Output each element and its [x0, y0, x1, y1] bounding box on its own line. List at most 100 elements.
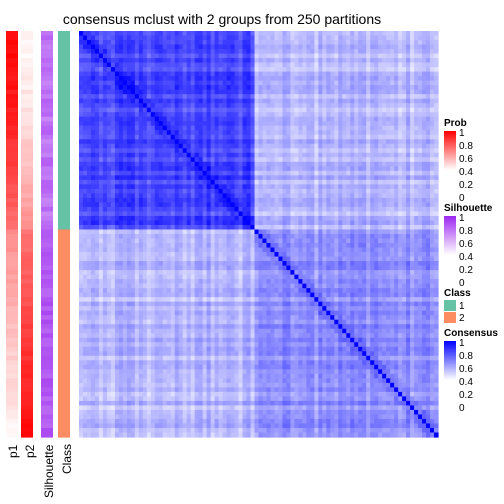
consensus-cell: [406, 197, 411, 204]
p2-cell: [21, 202, 33, 208]
consensus-cell: [270, 229, 276, 235]
consensus-cell: [202, 112, 208, 118]
consensus-cell: [218, 139, 224, 145]
consensus-cell: [314, 139, 319, 145]
consensus-cell: [338, 112, 343, 118]
consensus-cell: [278, 256, 284, 262]
consensus-cell: [274, 166, 280, 172]
consensus-cell: [310, 152, 315, 158]
class-cell: [58, 288, 70, 294]
consensus-cell: [98, 229, 104, 235]
consensus-cell: [178, 215, 184, 222]
consensus-cell: [150, 175, 156, 181]
consensus-cell: [330, 31, 335, 37]
consensus-cell: [290, 188, 295, 194]
class-cell: [58, 396, 70, 402]
consensus-cell: [326, 188, 331, 194]
consensus-cell: [270, 98, 276, 104]
consensus-cell: [82, 157, 88, 163]
consensus-cell: [242, 161, 248, 167]
consensus-cell: [230, 143, 236, 149]
consensus-cell: [226, 80, 232, 86]
consensus-cell: [138, 76, 144, 82]
consensus-cell: [350, 76, 355, 82]
consensus-cell: [158, 238, 164, 244]
consensus-cell: [414, 243, 419, 249]
p2-cell: [21, 247, 33, 253]
consensus-cell: [254, 130, 260, 136]
consensus-cell: [246, 161, 252, 167]
consensus-cell: [378, 166, 383, 172]
consensus-cell: [302, 170, 307, 176]
consensus-cell: [98, 35, 104, 41]
consensus-cell: [218, 252, 224, 258]
consensus-cell: [166, 197, 172, 204]
consensus-cell: [374, 211, 379, 217]
consensus-cell: [170, 256, 176, 262]
consensus-cell: [342, 161, 347, 167]
consensus-cell: [254, 80, 260, 86]
consensus-cell: [310, 161, 315, 167]
consensus-cell: [226, 197, 232, 204]
consensus-cell: [174, 161, 180, 167]
class-cell: [58, 94, 70, 100]
class-cell: [58, 157, 70, 163]
consensus-cell: [118, 103, 124, 109]
consensus-cell: [298, 224, 303, 231]
p2-cell: [21, 170, 33, 176]
consensus-cell: [290, 58, 295, 64]
consensus-cell: [138, 67, 144, 73]
consensus-cell: [79, 62, 84, 68]
consensus-cell: [198, 166, 204, 172]
consensus-cell: [102, 125, 108, 131]
consensus-cell: [79, 188, 84, 194]
consensus-cell: [82, 243, 88, 249]
consensus-cell: [334, 220, 339, 226]
consensus-cell: [398, 130, 403, 136]
consensus-cell: [422, 112, 427, 118]
consensus-cell: [338, 220, 343, 226]
consensus-cell: [398, 62, 403, 68]
consensus-cell: [274, 62, 280, 68]
consensus-cell: [206, 94, 212, 100]
consensus-cell: [398, 229, 403, 235]
consensus-cell: [362, 62, 367, 68]
consensus-cell: [142, 193, 148, 199]
consensus-cell: [202, 116, 208, 122]
consensus-cell: [214, 112, 220, 118]
consensus-cell: [214, 179, 220, 185]
consensus-cell: [314, 184, 319, 190]
consensus-cell: [166, 193, 172, 199]
consensus-cell: [374, 130, 379, 136]
consensus-cell: [390, 175, 395, 181]
consensus-cell: [346, 170, 351, 176]
consensus-cell: [118, 40, 124, 46]
consensus-cell: [146, 35, 152, 41]
consensus-cell: [414, 211, 419, 217]
consensus-cell: [370, 76, 375, 82]
consensus-cell: [302, 215, 307, 222]
consensus-cell: [98, 67, 104, 73]
consensus-cell: [110, 184, 116, 190]
consensus-cell: [358, 62, 363, 68]
consensus-cell: [382, 188, 387, 194]
consensus-cell: [402, 166, 407, 172]
consensus-cell: [242, 243, 248, 249]
consensus-cell: [130, 76, 136, 82]
consensus-cell: [426, 220, 431, 226]
consensus-cell: [322, 197, 327, 204]
consensus-cell: [102, 256, 108, 262]
consensus-cell: [79, 234, 84, 240]
consensus-cell: [182, 80, 188, 86]
consensus-cell: [374, 224, 379, 231]
consensus-cell: [398, 243, 403, 249]
consensus-cell: [302, 107, 307, 113]
consensus-cell: [290, 49, 295, 55]
consensus-cell: [238, 53, 244, 59]
consensus-cell: [110, 67, 116, 73]
consensus-cell: [170, 134, 176, 140]
consensus-cell: [342, 206, 347, 213]
consensus-cell: [234, 206, 240, 213]
consensus-cell: [306, 58, 311, 64]
consensus-cell: [138, 89, 144, 95]
